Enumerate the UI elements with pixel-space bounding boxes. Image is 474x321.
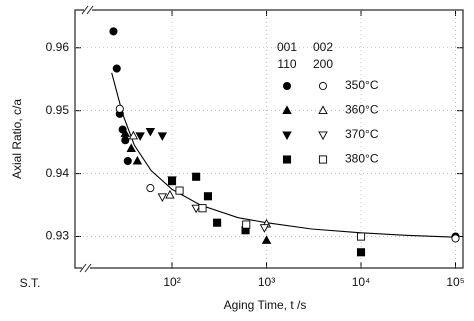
data-point [213,218,222,227]
fit-curve [111,72,456,238]
data-point [145,127,156,137]
legend-label: 360°C [345,103,379,117]
data-point [123,156,132,166]
legend-label: 350°C [345,78,379,92]
data-point [132,155,143,165]
legend-symbol [282,81,292,91]
data-point [115,104,124,113]
axis-break [79,5,94,273]
data-point [259,224,270,233]
data-point [356,232,366,241]
data-point [167,177,177,186]
x-axis-title: Aging Time, t /s [224,298,307,312]
x-tick-label: 10⁵ [446,275,464,289]
data-point [126,143,136,152]
legend-header: 200 [313,57,333,71]
legend-header: 002 [313,40,333,54]
data-point [165,189,175,199]
legend-label: 380°C [345,152,379,166]
y-tick-label: 0.95 [46,103,70,117]
legend-header: 110 [277,57,296,71]
legend-symbol [282,131,292,141]
legend-symbol [318,105,328,115]
x-tick-label: 10⁴ [352,275,371,289]
data-point [451,234,460,243]
data-point [109,27,118,36]
legend-symbol [318,81,328,91]
legend-label: 370°C [345,127,379,141]
x-break-label: S.T. [20,276,41,290]
data-point [356,248,366,257]
data-point [135,132,145,141]
legend-symbol [318,131,328,141]
data-point [120,128,130,137]
data-point [121,136,130,145]
data-point [146,184,155,193]
y-tick-label: 0.96 [46,40,70,54]
data-point [157,193,168,202]
y-tick-label: 0.93 [46,229,70,243]
data-point [112,64,121,73]
data-point [175,186,184,195]
data-point [192,172,201,181]
data-point [157,132,168,141]
data-point [128,130,139,140]
y-tick-label: 0.94 [46,166,70,180]
legend-symbol [282,155,292,164]
legend-symbol [282,105,292,115]
data-point [203,192,213,201]
legend-header: 001 [277,40,297,54]
legend-symbol [318,155,328,164]
data-point [242,220,251,229]
data-point [191,204,201,214]
x-tick-label: 10³ [258,275,275,289]
data-point [261,235,272,244]
x-tick-label: 10² [163,275,180,289]
data-point [198,204,207,213]
y-axis-title: Axial Ratio, c/a [10,99,24,179]
plot-frame [74,9,464,269]
